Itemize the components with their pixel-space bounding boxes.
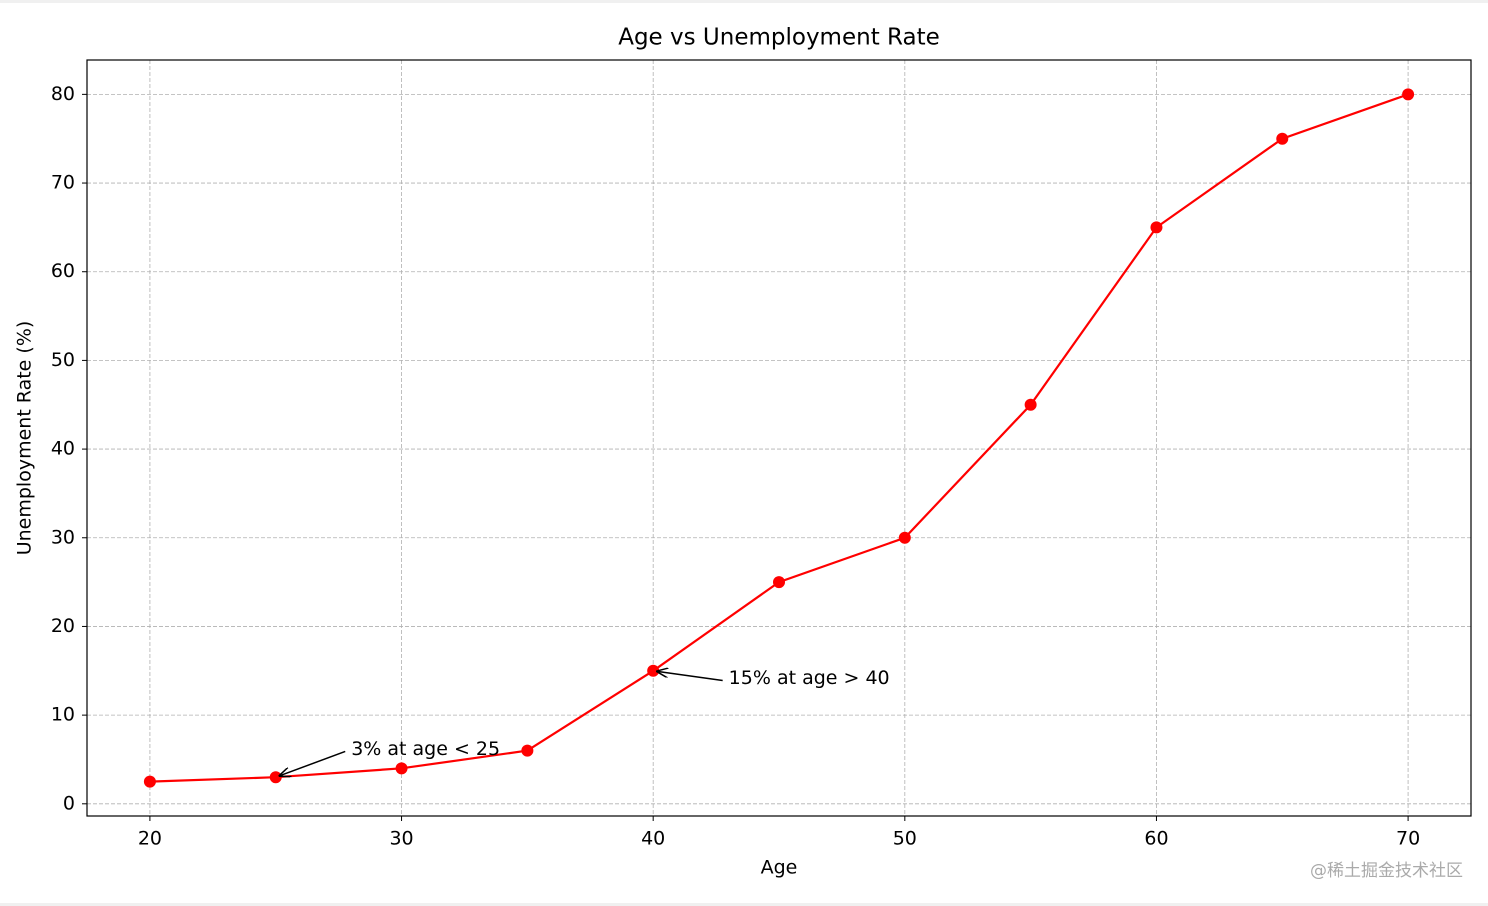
bottom-border	[0, 903, 1488, 906]
y-tick-label: 70	[51, 172, 75, 194]
data-point	[898, 531, 911, 544]
annotation-text: 15% at age > 40	[729, 667, 890, 689]
y-axis-label: Unemployment Rate (%)	[14, 321, 36, 556]
y-tick-label: 0	[63, 792, 75, 814]
x-tick-label: 60	[1144, 828, 1168, 850]
watermark: @稀土掘金技术社区	[1310, 861, 1463, 881]
y-tick-label: 50	[51, 349, 75, 371]
annotation-text: 3% at age < 25	[351, 738, 500, 760]
data-point	[269, 771, 282, 784]
y-tick-label: 10	[51, 704, 75, 726]
y-tick-label: 30	[51, 526, 75, 548]
data-point	[143, 775, 156, 788]
plot-frame	[86, 59, 1472, 817]
data-point	[1150, 221, 1163, 234]
y-tick-label: 60	[51, 260, 75, 282]
x-tick-label: 40	[641, 828, 665, 850]
data-point	[1276, 132, 1289, 145]
x-tick-label: 70	[1396, 828, 1420, 850]
y-tick-label: 40	[51, 438, 75, 460]
x-tick-label: 50	[893, 828, 917, 850]
data-point	[395, 762, 408, 775]
annotation-arrow	[657, 671, 723, 682]
y-tick-label: 80	[51, 83, 75, 105]
data-point	[773, 576, 785, 589]
annotation-arrow	[279, 750, 346, 775]
x-tick-label: 20	[138, 828, 162, 850]
chart-title: Age vs Unemployment Rate	[618, 25, 940, 51]
data-point	[1024, 398, 1037, 411]
top-border	[0, 0, 1488, 3]
y-tick-label: 20	[51, 615, 75, 637]
x-axis-label: Age	[761, 857, 798, 879]
x-tick-label: 30	[389, 828, 413, 850]
data-point	[1402, 88, 1415, 101]
data-point	[521, 744, 534, 757]
